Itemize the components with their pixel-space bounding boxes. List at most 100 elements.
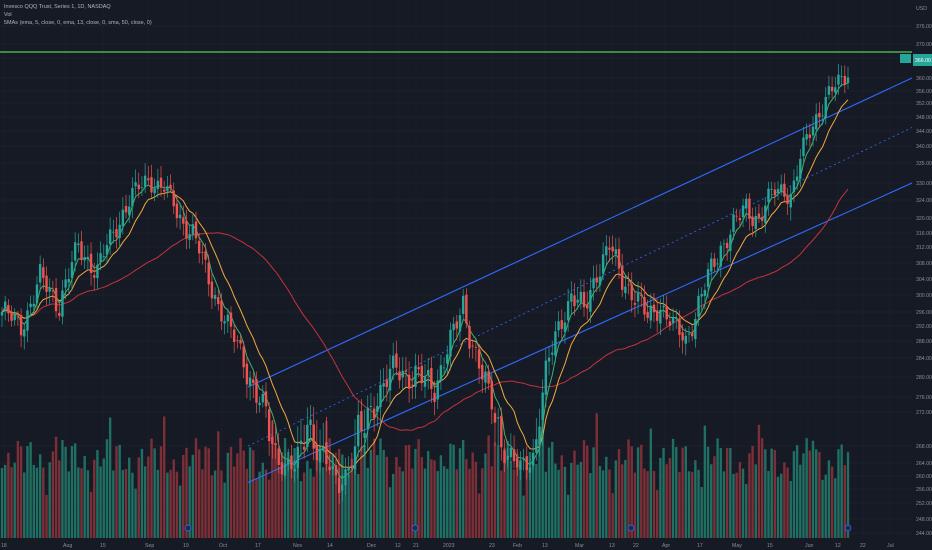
candle[interactable] (516, 457, 519, 468)
candle[interactable] (490, 380, 493, 410)
candle[interactable] (325, 442, 328, 465)
event-marker-icon[interactable] (411, 524, 419, 532)
candle[interactable] (617, 248, 621, 269)
candle[interactable] (29, 303, 32, 308)
candle[interactable] (566, 301, 570, 321)
candle[interactable] (710, 258, 713, 272)
candle[interactable] (404, 370, 408, 372)
candle[interactable] (194, 221, 198, 239)
candle[interactable] (51, 290, 55, 292)
candle[interactable] (61, 290, 64, 317)
candle[interactable] (547, 357, 551, 362)
candle[interactable] (166, 186, 169, 192)
candle[interactable] (563, 322, 567, 332)
candle[interactable] (528, 467, 532, 473)
candle[interactable] (420, 365, 424, 384)
candle[interactable] (697, 295, 700, 317)
candle[interactable] (10, 311, 13, 321)
candle[interactable] (474, 347, 478, 349)
candle[interactable] (220, 300, 223, 322)
candle[interactable] (576, 299, 579, 303)
candle[interactable] (461, 295, 465, 314)
candle[interactable] (500, 416, 503, 448)
candle[interactable] (242, 346, 245, 368)
candle[interactable] (770, 188, 773, 190)
candle[interactable] (611, 246, 614, 252)
candle[interactable] (786, 195, 789, 204)
candle[interactable] (525, 456, 528, 471)
candle[interactable] (331, 466, 334, 470)
candle[interactable] (293, 468, 296, 472)
candle[interactable] (80, 241, 83, 261)
candle[interactable] (73, 242, 77, 261)
candle[interactable] (287, 458, 290, 465)
candle[interactable] (595, 277, 598, 283)
candle[interactable] (42, 267, 45, 278)
candle[interactable] (690, 332, 694, 337)
candle[interactable] (512, 449, 516, 462)
candle[interactable] (598, 276, 602, 286)
candle[interactable] (458, 315, 462, 332)
candle[interactable] (290, 455, 293, 470)
candle[interactable] (360, 410, 363, 432)
candle[interactable] (694, 318, 697, 340)
candle[interactable] (446, 354, 449, 364)
candle[interactable] (357, 414, 360, 447)
candle[interactable] (722, 243, 726, 245)
candle[interactable] (426, 369, 430, 376)
candle[interactable] (188, 234, 191, 240)
candle[interactable] (481, 364, 484, 380)
candle[interactable] (353, 446, 357, 469)
candle[interactable] (401, 370, 404, 378)
candle[interactable] (417, 367, 420, 370)
candle[interactable] (678, 318, 681, 335)
candle[interactable] (601, 254, 605, 274)
candle[interactable] (217, 297, 220, 305)
candle[interactable] (38, 264, 42, 283)
candle[interactable] (140, 186, 144, 188)
candle[interactable] (318, 450, 322, 463)
candle[interactable] (477, 349, 481, 369)
candle[interactable] (185, 220, 188, 239)
candle[interactable] (646, 311, 649, 319)
candle[interactable] (531, 452, 535, 466)
candle[interactable] (32, 303, 36, 307)
candle[interactable] (579, 291, 583, 303)
candle[interactable] (830, 86, 834, 92)
candle[interactable] (115, 229, 118, 238)
candle[interactable] (465, 294, 468, 324)
candle[interactable] (67, 279, 70, 283)
candle[interactable] (414, 366, 417, 387)
candle[interactable] (102, 256, 105, 257)
candle[interactable] (258, 402, 261, 406)
candle[interactable] (369, 405, 373, 408)
candle[interactable] (315, 444, 319, 461)
candle[interactable] (751, 216, 754, 226)
candle[interactable] (372, 408, 376, 419)
candle[interactable] (191, 224, 195, 235)
candle[interactable] (197, 240, 201, 254)
candle[interactable] (35, 284, 39, 304)
candle[interactable] (121, 209, 125, 227)
candle[interactable] (232, 329, 236, 343)
candle[interactable] (312, 424, 315, 449)
candle[interactable] (19, 314, 23, 336)
candle[interactable] (605, 246, 608, 256)
candle[interactable] (484, 371, 487, 383)
candle[interactable] (496, 417, 500, 419)
candle[interactable] (54, 288, 58, 312)
candle[interactable] (729, 234, 732, 251)
candle[interactable] (376, 405, 379, 412)
candle[interactable] (328, 466, 331, 471)
candle[interactable] (808, 134, 812, 138)
candle[interactable] (261, 393, 264, 403)
candle[interactable] (86, 256, 90, 260)
candle[interactable] (671, 317, 675, 324)
candle[interactable] (818, 112, 821, 118)
candle[interactable] (83, 257, 86, 261)
candle[interactable] (519, 460, 522, 470)
candle[interactable] (169, 184, 172, 189)
candle[interactable] (423, 376, 427, 387)
candle[interactable] (570, 293, 573, 302)
